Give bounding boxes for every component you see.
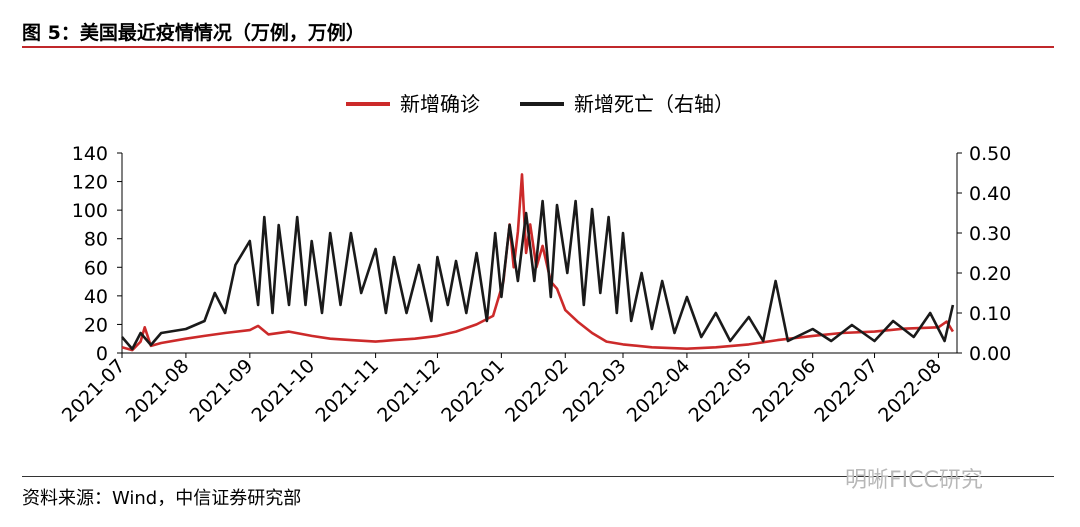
x-tick-label: 2022-05 xyxy=(685,355,757,427)
right-tick-label: 0.00 xyxy=(969,343,1011,365)
left-tick-label: 40 xyxy=(84,286,108,308)
legend: 新增确诊 新增死亡（右轴） xyxy=(346,92,734,116)
left-tick-label: 20 xyxy=(84,314,108,336)
page-title: 图 5：美国最近疫情情况（万例，万例） xyxy=(22,22,365,44)
x-tick-label: 2022-01 xyxy=(437,355,509,427)
x-tick-label: 2022-06 xyxy=(749,355,821,427)
deaths-series-line xyxy=(121,199,955,351)
x-tick-label: 2021-10 xyxy=(248,355,320,427)
left-tick-label: 80 xyxy=(84,229,108,251)
right-tick-label: 0.20 xyxy=(969,263,1011,285)
x-tick-label: 2022-03 xyxy=(559,355,631,427)
axes: 0 20 40 60 80 100 120 140 0.00 0.10 0.20 0.30 0.40 0.… xyxy=(58,143,1011,427)
cases-series-line xyxy=(121,173,955,352)
left-tick-label: 140 xyxy=(72,143,108,165)
left-tick-label: 0 xyxy=(96,343,108,365)
x-tick-label: 2021-08 xyxy=(122,355,194,427)
source-rule xyxy=(22,476,1054,477)
left-tick-label: 120 xyxy=(72,172,108,194)
x-tick-label: 2022-07 xyxy=(810,355,882,427)
source-note: 资料来源：Wind，中信证券研究部 xyxy=(22,488,302,509)
series-group xyxy=(121,173,955,352)
x-tick-label: 2021-07 xyxy=(58,355,130,427)
x-tick-label: 2021-12 xyxy=(373,355,445,427)
x-tick-label: 2021-11 xyxy=(311,355,383,427)
left-tick-label: 100 xyxy=(72,200,108,222)
right-tick-label: 0.10 xyxy=(969,303,1011,325)
x-tick-label: 2022-02 xyxy=(501,355,573,427)
right-tick-label: 0.40 xyxy=(969,183,1011,205)
left-tick-label: 60 xyxy=(84,257,108,279)
right-tick-label: 0.30 xyxy=(969,223,1011,245)
watermark: 明晰FICC研究 xyxy=(845,468,983,493)
title-rule xyxy=(22,46,1054,48)
right-tick-label: 0.50 xyxy=(969,143,1011,165)
legend-label-cases: 新增确诊 xyxy=(400,92,480,116)
x-tick-label: 2021-09 xyxy=(186,355,258,427)
legend-label-deaths: 新增死亡（右轴） xyxy=(574,92,734,116)
x-tick-label: 2022-08 xyxy=(874,355,946,427)
x-tick-label: 2022-04 xyxy=(623,355,695,427)
